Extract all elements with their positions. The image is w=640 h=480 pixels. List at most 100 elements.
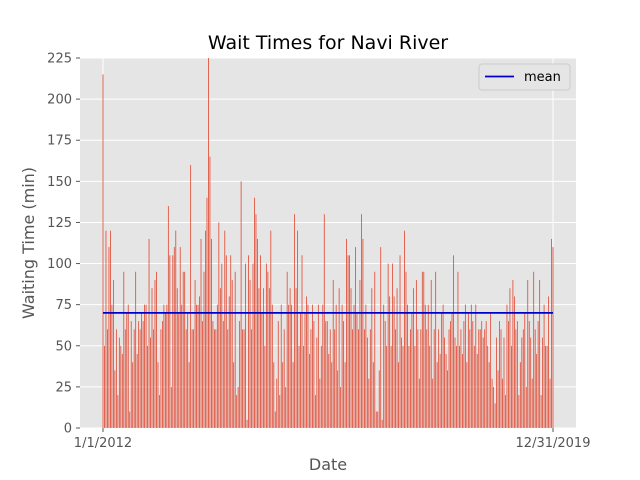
bar (500, 329, 502, 428)
bar (396, 288, 398, 428)
bar (185, 329, 187, 428)
bar (355, 247, 356, 428)
bar (218, 222, 220, 428)
bar (307, 304, 309, 428)
bar (243, 329, 245, 428)
bar (245, 263, 246, 428)
bar (552, 247, 554, 428)
bar (215, 329, 217, 428)
bar (191, 329, 193, 428)
bar (347, 255, 349, 428)
bar (328, 354, 330, 428)
bar (463, 321, 465, 428)
bar (178, 312, 180, 428)
bar (374, 271, 376, 428)
bar (392, 263, 394, 428)
bar (148, 238, 150, 428)
bar (112, 280, 114, 428)
bar (381, 419, 383, 428)
bar (467, 312, 469, 428)
bar (395, 329, 396, 428)
bar (107, 329, 108, 428)
bar (262, 288, 264, 428)
bar (222, 321, 224, 428)
legend-mean-label: mean (524, 70, 561, 85)
bar (475, 304, 477, 428)
bar (181, 304, 183, 428)
plot-background (80, 58, 576, 428)
bar (213, 329, 215, 428)
bar (298, 345, 300, 428)
bar (496, 337, 497, 428)
bar (190, 164, 192, 428)
bar (383, 304, 385, 428)
bar (341, 304, 343, 428)
bar (423, 271, 425, 428)
bar (534, 329, 536, 428)
bar (527, 280, 529, 428)
bar (493, 386, 495, 428)
bar (450, 321, 451, 428)
bar (264, 345, 266, 428)
bar (408, 345, 410, 428)
bar (240, 181, 242, 428)
bar (513, 296, 515, 428)
legend-box (478, 63, 571, 91)
bar (162, 321, 163, 428)
bar (551, 238, 552, 428)
bar (157, 362, 159, 428)
bar (322, 304, 324, 428)
bar (490, 312, 492, 428)
bar (407, 304, 408, 428)
bar (219, 288, 221, 428)
bar (316, 337, 318, 428)
bar (104, 345, 105, 428)
bar (203, 271, 205, 428)
bar (252, 263, 254, 428)
bar (349, 255, 350, 428)
bar (405, 271, 407, 428)
bar (380, 247, 382, 428)
bar (141, 312, 143, 428)
bar (454, 337, 456, 428)
bar (258, 288, 260, 428)
bar (291, 304, 293, 428)
bar (365, 304, 367, 428)
bar (540, 395, 542, 428)
bar (503, 337, 505, 428)
bar (205, 230, 206, 428)
bar (340, 386, 342, 428)
y-tick-label: 125 (47, 216, 72, 231)
bar (276, 378, 278, 428)
bar (265, 263, 267, 428)
y-axis-ticks: 0 25 50 75 100 125 150 175 200 225 (47, 52, 80, 437)
bar (274, 411, 276, 428)
bar (138, 321, 140, 428)
bar (519, 362, 521, 428)
bar (248, 255, 249, 428)
bar (108, 247, 110, 428)
bar (282, 362, 284, 428)
bar (542, 337, 544, 428)
bar (230, 255, 232, 428)
bar (476, 354, 478, 428)
bar (279, 395, 281, 428)
bar (197, 304, 199, 428)
bar (225, 255, 227, 428)
bar (549, 378, 551, 428)
bar (314, 395, 316, 428)
bar (110, 230, 111, 428)
bar (303, 345, 304, 428)
bar (436, 362, 438, 428)
bar (251, 329, 252, 428)
bar (344, 362, 346, 428)
bar (246, 419, 248, 428)
bar (271, 304, 273, 428)
bar (358, 329, 359, 428)
bar (531, 378, 533, 428)
bar (332, 280, 334, 428)
bar (306, 296, 307, 428)
bar (543, 304, 545, 428)
bar (159, 395, 160, 428)
